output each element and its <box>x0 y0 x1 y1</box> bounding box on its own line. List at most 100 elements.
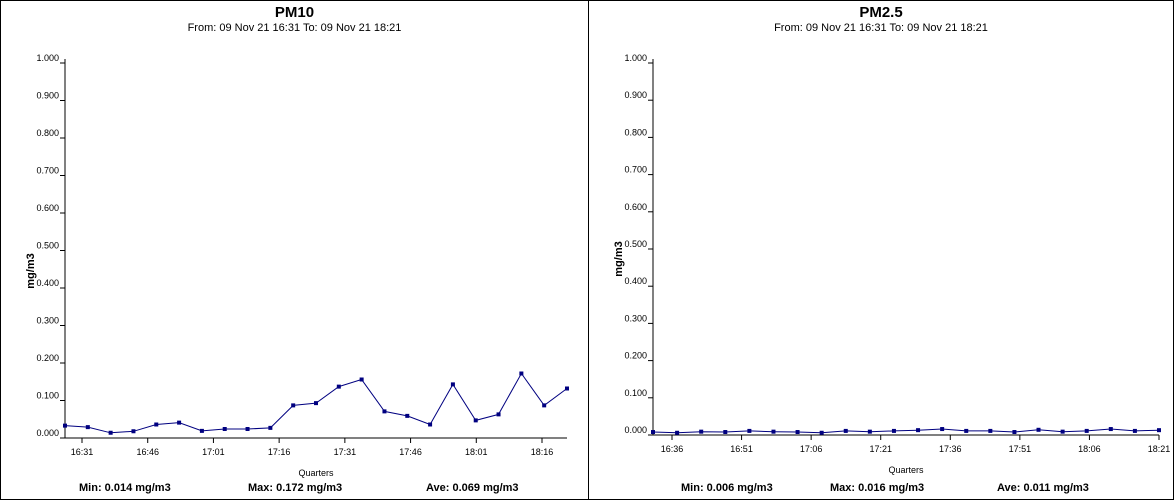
data-point <box>843 428 848 433</box>
x-tick-label: 18:06 <box>1078 444 1101 454</box>
ave-stat: Ave: 0.011 mg/m3 <box>997 482 1089 494</box>
y-tick-label: 0.700 <box>624 165 647 175</box>
data-point <box>108 430 113 435</box>
y-tick-label: 0.100 <box>36 391 59 401</box>
data-point <box>1157 428 1161 433</box>
data-point <box>1132 428 1137 433</box>
data-point <box>336 384 341 389</box>
min-stat: Min: 0.006 mg/m3 <box>681 482 773 494</box>
data-point <box>382 409 387 414</box>
data-point <box>177 420 182 425</box>
data-point <box>1060 429 1065 434</box>
y-tick-label: 0.500 <box>36 241 59 251</box>
x-tick-label: 16:36 <box>661 444 684 454</box>
y-tick-label: 0.200 <box>36 353 59 363</box>
y-tick-label: 1.000 <box>624 53 647 63</box>
data-point <box>542 403 547 408</box>
y-tick-label: 0.800 <box>624 127 647 137</box>
data-point <box>63 423 67 428</box>
data-point <box>1084 428 1089 433</box>
data-point <box>405 413 410 418</box>
chart-subtitle: From: 09 Nov 21 16:31 To: 09 Nov 21 18:2… <box>774 22 988 34</box>
data-point <box>199 428 204 433</box>
x-tick-label: 17:06 <box>800 444 823 454</box>
data-point <box>723 430 728 435</box>
data-point <box>268 425 273 430</box>
data-point <box>916 428 921 433</box>
data-point <box>747 428 752 433</box>
y-tick-label: 0.800 <box>36 128 59 138</box>
x-axis-title: Quarters <box>298 468 334 478</box>
data-point <box>496 412 501 417</box>
data-point <box>245 427 250 431</box>
y-axis-title: mg/m3 <box>25 253 37 288</box>
data-point <box>428 422 433 427</box>
y-tick-label: 0.200 <box>624 351 647 361</box>
series-line <box>652 428 1160 434</box>
data-point <box>291 403 296 408</box>
chart-title: PM2.5 <box>859 4 903 21</box>
y-tick-label: 0.000 <box>36 428 59 438</box>
data-point <box>222 427 227 431</box>
data-point <box>1036 427 1041 432</box>
y-tick-label: 0.300 <box>36 316 59 326</box>
data-point <box>1108 427 1113 432</box>
data-point <box>519 371 524 376</box>
pm10-line-chart: 0.000 0.100 0.200 0.300 0.400 0.500 0.600 0.700… <box>25 53 569 478</box>
pm25-line-chart: 0.000 0.100 0.200 0.300 0.400 0.500 0.600 0.700… <box>613 53 1171 475</box>
data-point <box>450 382 455 387</box>
chart-title: PM10 <box>274 4 315 21</box>
data-point <box>795 430 800 435</box>
pm25-chart-panel: PM2.5 From: 09 Nov 21 16:31 To: 09 Nov 2… <box>588 0 1174 500</box>
y-tick-label: 0.400 <box>36 278 59 288</box>
y-tick-label: 0.600 <box>624 202 647 212</box>
x-tick-label: 16:51 <box>730 444 753 454</box>
data-point <box>675 430 680 435</box>
data-point <box>819 430 824 435</box>
y-tick-label: 1.000 <box>36 53 59 63</box>
data-point <box>699 429 704 434</box>
x-tick-label: 18:16 <box>531 447 554 457</box>
max-stat: Max: 0.172 mg/m3 <box>248 482 343 494</box>
y-tick-label: 0.000 <box>624 425 647 435</box>
data-point <box>891 428 896 433</box>
x-tick-label: 17:46 <box>399 447 422 457</box>
min-stat: Min: 0.014 mg/m3 <box>79 482 171 494</box>
y-tick-label: 0.400 <box>624 276 647 286</box>
data-point <box>565 386 569 391</box>
data-point <box>131 429 136 434</box>
x-axis-title: Quarters <box>888 465 924 475</box>
data-point <box>940 427 945 432</box>
chart-subtitle: From: 09 Nov 21 16:31 To: 09 Nov 21 18:2… <box>187 22 402 34</box>
ave-stat: Ave: 0.069 mg/m3 <box>426 482 519 494</box>
x-tick-label: 17:16 <box>268 447 291 457</box>
data-point <box>988 428 993 433</box>
pm10-chart-panel: PM10 From: 09 Nov 21 16:31 To: 09 Nov 21… <box>0 0 589 500</box>
data-point <box>154 422 159 427</box>
x-tick-label: 17:36 <box>939 444 962 454</box>
data-point <box>1012 430 1017 435</box>
x-tick-label: 17:31 <box>334 447 357 457</box>
y-tick-label: 0.600 <box>36 203 59 213</box>
x-tick-label: 17:01 <box>202 447 225 457</box>
x-tick-label: 17:21 <box>869 444 892 454</box>
y-tick-label: 0.900 <box>36 91 59 101</box>
x-tick-label: 16:31 <box>71 447 94 457</box>
y-tick-label: 0.300 <box>624 313 647 323</box>
data-point <box>314 401 318 406</box>
y-axis-title: mg/m3 <box>613 241 625 276</box>
y-tick-label: 0.900 <box>624 90 647 100</box>
y-tick-label: 0.700 <box>36 166 59 176</box>
y-tick-label: 0.100 <box>624 388 647 398</box>
data-point <box>473 418 478 423</box>
data-point <box>359 377 364 382</box>
y-tick-label: 0.500 <box>624 239 647 249</box>
data-point <box>85 425 90 430</box>
data-point <box>771 429 776 434</box>
x-tick-label: 18:21 <box>1148 444 1171 454</box>
x-tick-label: 16:46 <box>136 447 159 457</box>
x-tick-label: 17:51 <box>1009 444 1032 454</box>
data-point <box>867 429 872 434</box>
data-point <box>964 428 969 433</box>
max-stat: Max: 0.016 mg/m3 <box>830 482 925 494</box>
